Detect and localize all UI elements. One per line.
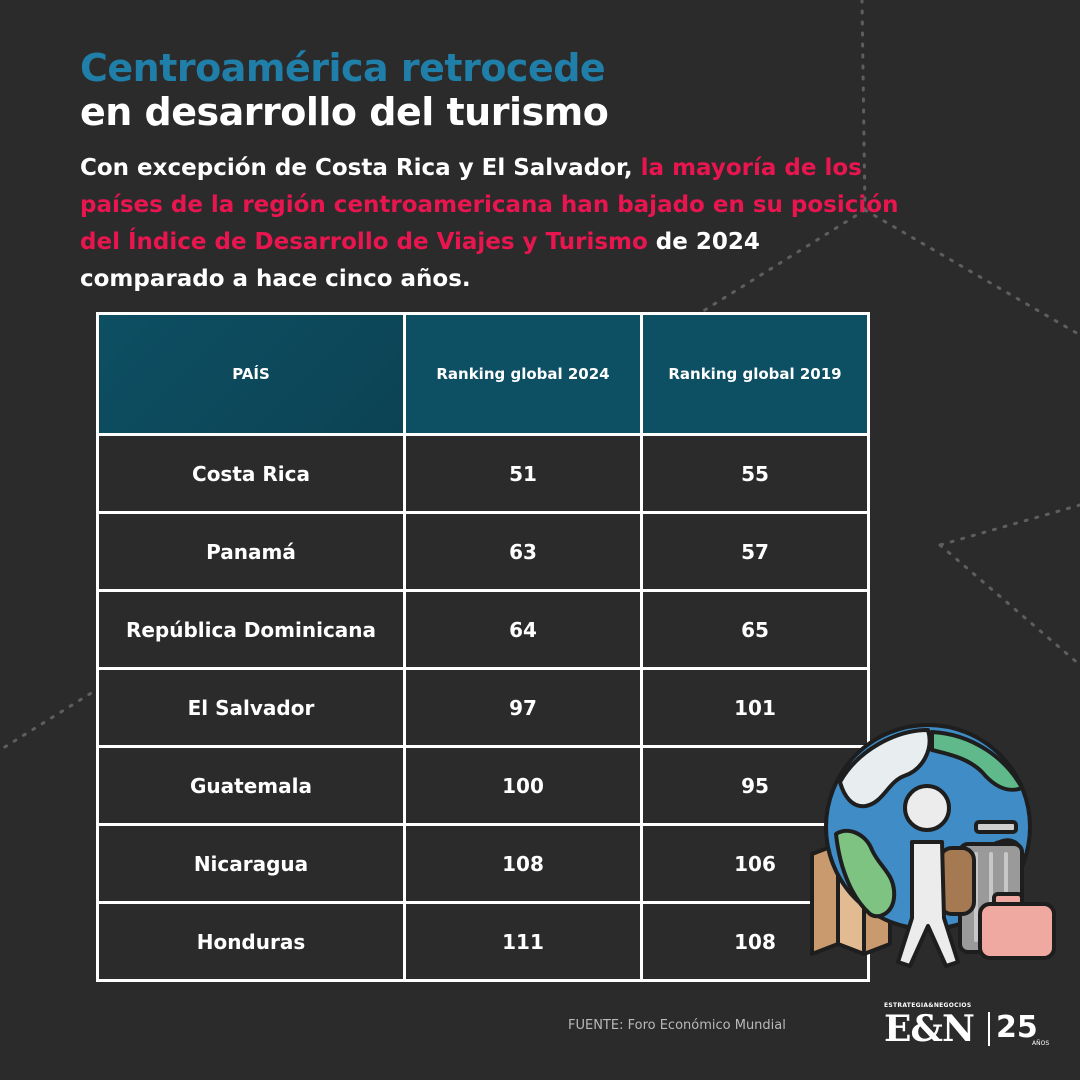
rank-2019-cell: 101 [640,667,870,748]
table-row: Nicaragua 108 106 [96,823,870,904]
rank-2019-cell: 57 [640,511,870,592]
rank-2024-cell: 108 [403,823,643,904]
country-cell: Costa Rica [96,433,406,514]
country-cell: Guatemala [96,745,406,826]
headline-line-1: Centroamérica retrocede [80,46,606,90]
header-rank-2019: Ranking global 2019 [640,312,870,436]
header-rank-2024: Ranking global 2024 [403,312,643,436]
intro-text-2: de 2024 comparado a hace cinco años. [80,229,760,292]
brand-logo: ESTRATEGIA&NEGOCIOS E&N 25 AÑOS [884,1002,1049,1050]
table-row: República Dominicana 64 65 [96,589,870,670]
header-country: PAÍS [96,312,406,436]
logo-anniversary-number: 25 [996,1010,1038,1045]
logo-tagline: ESTRATEGIA&NEGOCIOS [884,1002,972,1009]
intro-highlight: la mayoría de los países de la región ce… [80,155,899,255]
country-cell: El Salvador [96,667,406,748]
rank-2024-cell: 63 [403,511,643,592]
rank-2024-cell: 51 [403,433,643,514]
rank-2024-cell: 111 [403,901,643,982]
logo-wordmark: E&N [884,1008,975,1050]
rank-2024-cell: 97 [403,667,643,748]
country-cell: Panamá [96,511,406,592]
source-note: FUENTE: Foro Económico Mundial [568,1018,786,1033]
rank-2024-cell: 64 [403,589,643,670]
globe-traveler-luggage-icon [810,723,1056,968]
table-header-row: PAÍS Ranking global 2024 Ranking global … [96,312,870,436]
logo-anniversary-label: AÑOS [1032,1040,1050,1047]
ranking-table: PAÍS Ranking global 2024 Ranking global … [96,312,870,982]
country-cell: Nicaragua [96,823,406,904]
table-row: Honduras 111 108 [96,901,870,982]
table-row: Costa Rica 51 55 [96,433,870,514]
headline-line-2: en desarrollo del turismo [80,90,609,134]
rank-2019-cell: 65 [640,589,870,670]
country-cell: República Dominicana [96,589,406,670]
table-row: El Salvador 97 101 [96,667,870,748]
intro-text-1: Con excepción de Costa Rica y El Salvado… [80,155,641,181]
rank-2024-cell: 100 [403,745,643,826]
intro-paragraph: Con excepción de Costa Rica y El Salvado… [80,150,900,298]
table-row: Panamá 63 57 [96,511,870,592]
country-cell: Honduras [96,901,406,982]
rank-2019-cell: 55 [640,433,870,514]
logo-divider [988,1012,990,1046]
table-row: Guatemala 100 95 [96,745,870,826]
